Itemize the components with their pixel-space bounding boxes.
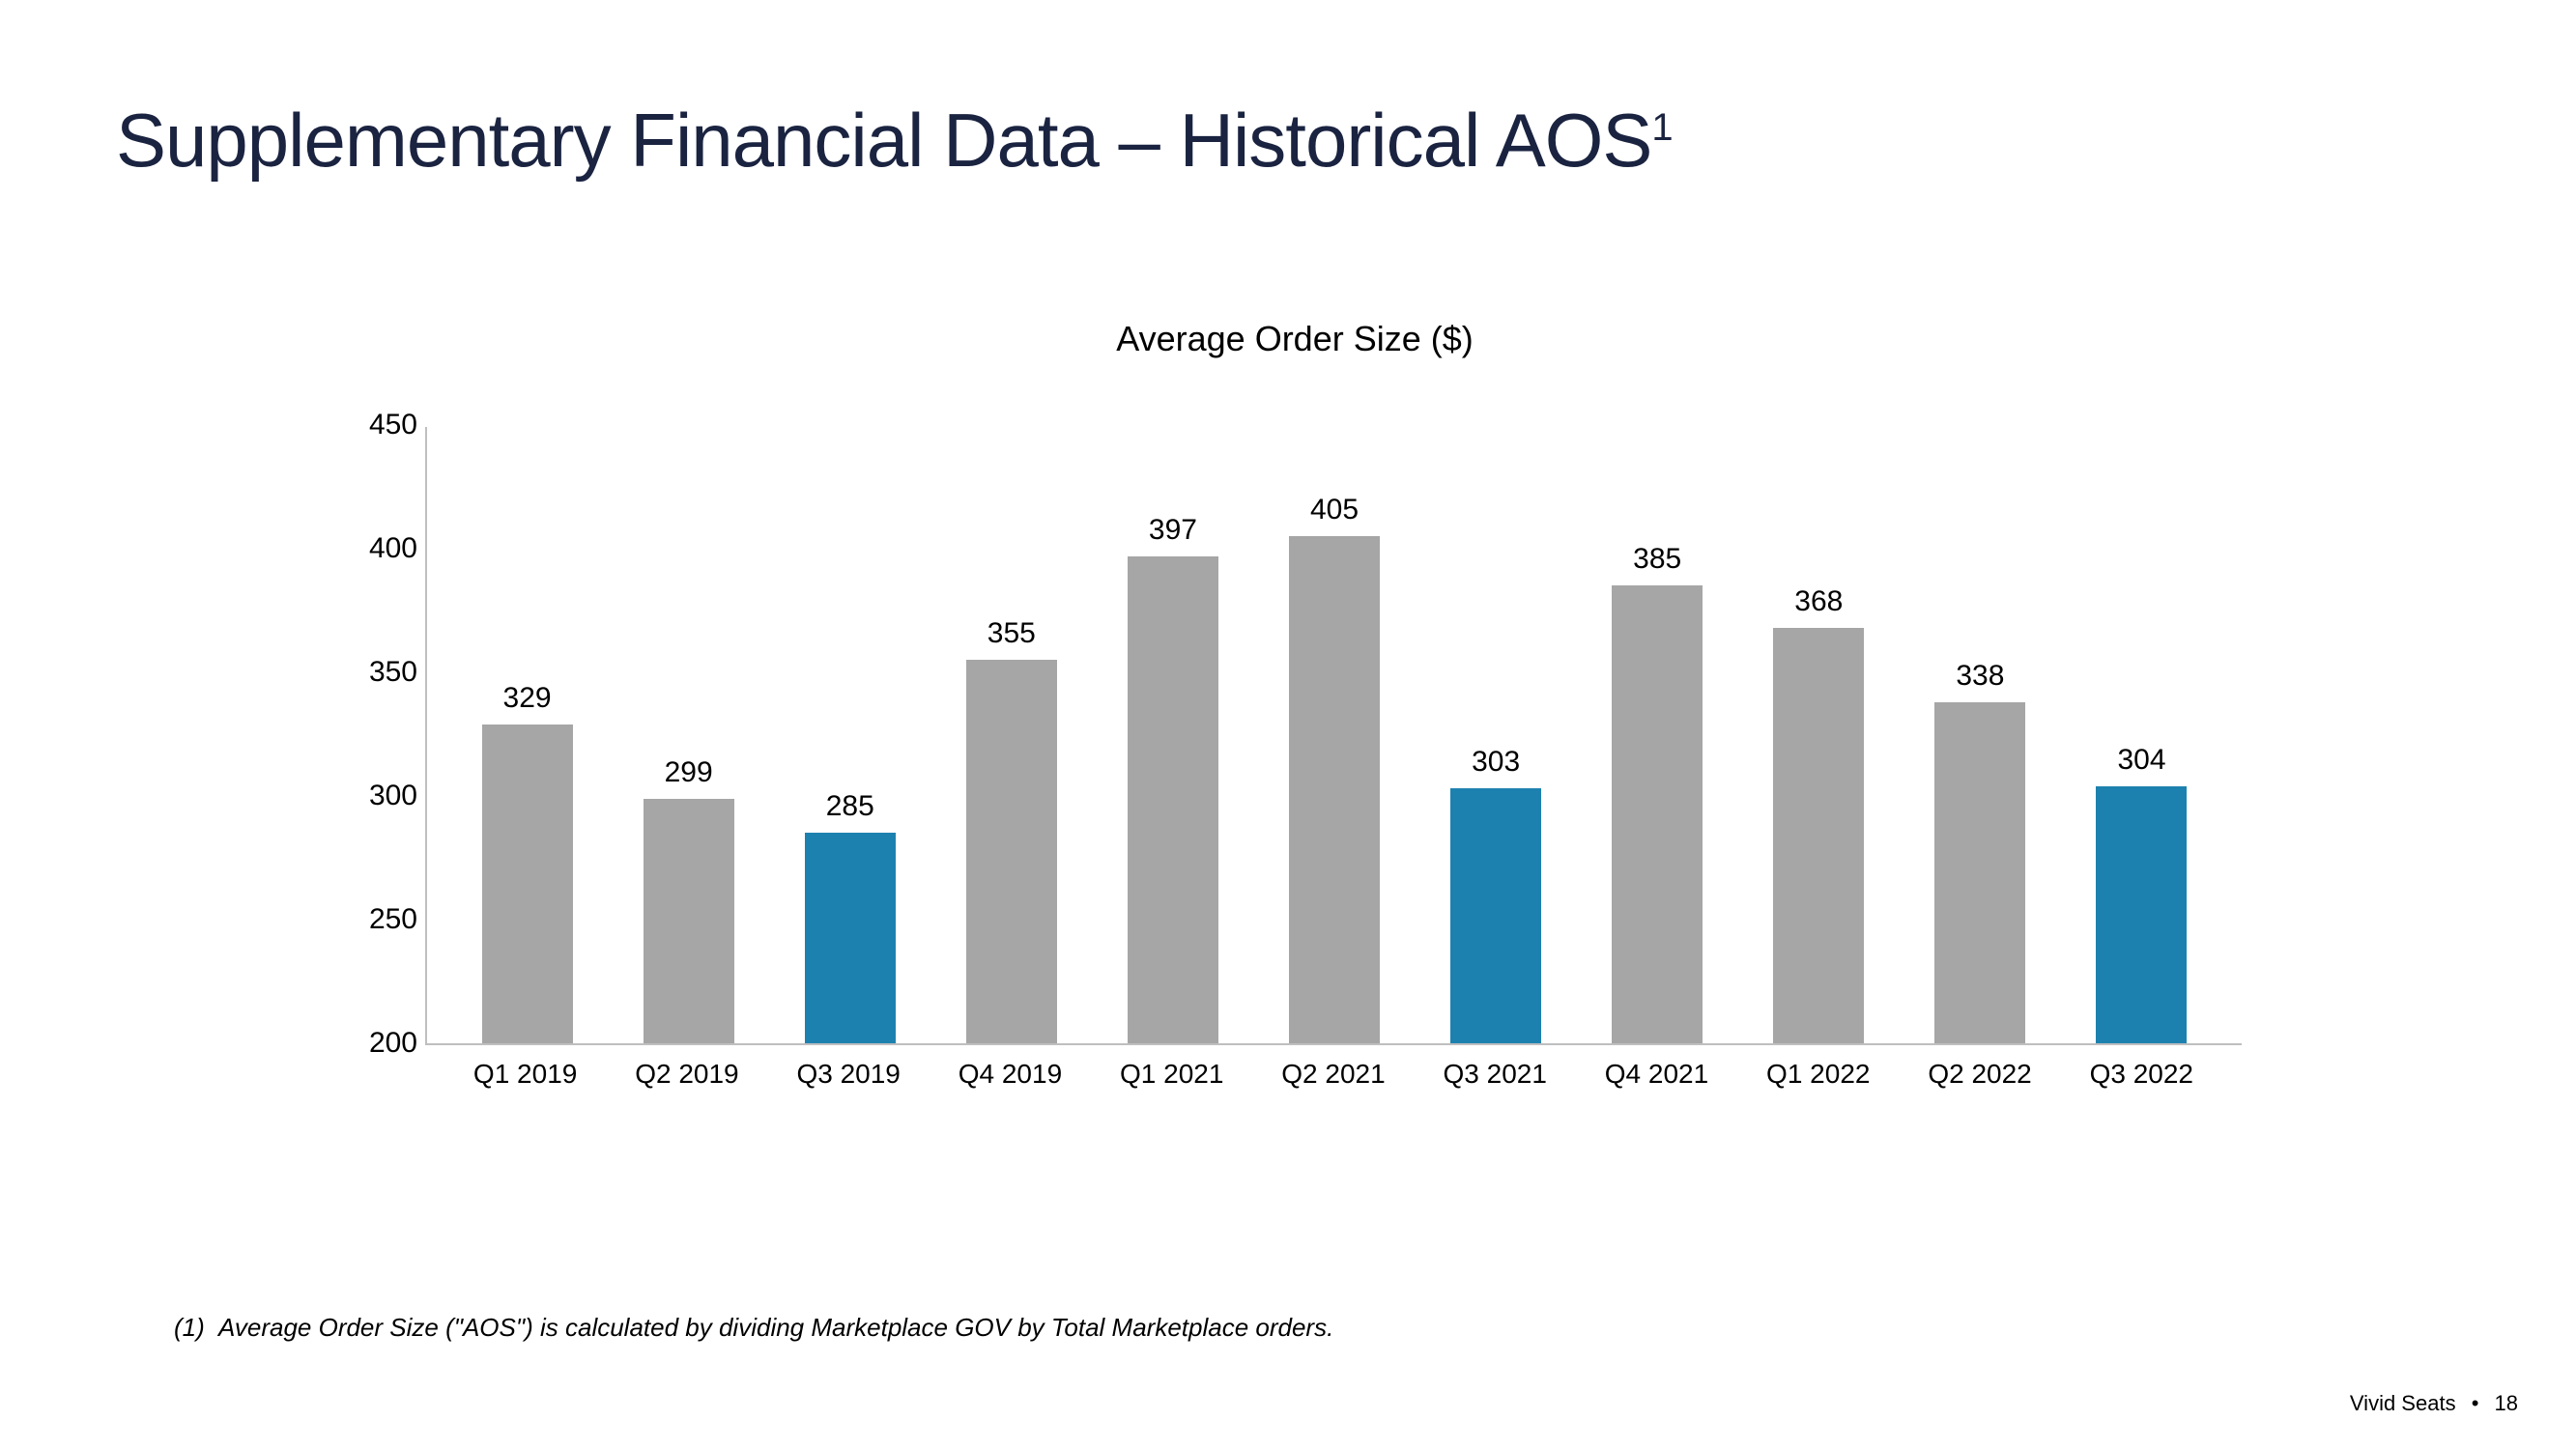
chart-x-tick-label: Q3 2021 — [1415, 1059, 1576, 1090]
chart-x-tick-label: Q4 2019 — [930, 1059, 1091, 1090]
chart-bar-slot: 303 — [1416, 746, 1577, 1043]
chart-bar-slot: 355 — [930, 617, 1092, 1043]
chart-bar-slot: 329 — [446, 682, 608, 1043]
chart-y-tick: 250 — [340, 903, 417, 936]
chart-x-tick-label: Q1 2019 — [444, 1059, 606, 1090]
chart-bar-value-label: 405 — [1310, 494, 1359, 526]
chart-bar — [966, 660, 1057, 1043]
chart-x-tick-label: Q3 2019 — [768, 1059, 930, 1090]
chart-bar-value-label: 329 — [503, 682, 552, 715]
chart-bar-value-label: 338 — [1956, 660, 2004, 693]
chart-bar-value-label: 385 — [1633, 543, 1681, 576]
chart-bar-slot: 385 — [1577, 543, 1738, 1043]
chart-bar — [1934, 702, 2025, 1043]
footnote-text: Average Order Size ("AOS") is calculated… — [218, 1313, 1333, 1342]
chart-title: Average Order Size ($) — [348, 319, 2242, 359]
chart-x-tick-label: Q2 2022 — [1899, 1059, 2060, 1090]
footnote-marker: (1) — [174, 1313, 218, 1343]
chart-x-tick-label: Q1 2022 — [1737, 1059, 1899, 1090]
chart-bars: 329 299 285 355 397 405 303 385 368 338 304 — [427, 427, 2242, 1043]
slide: Supplementary Financial Data – Historica… — [0, 0, 2576, 1449]
title-text: Supplementary Financial Data – Historica… — [116, 98, 1651, 183]
title-superscript: 1 — [1651, 106, 1672, 149]
aos-chart: Average Order Size ($) 329 299 285 355 397 40… — [348, 319, 2242, 1090]
chart-bar-value-label: 303 — [1472, 746, 1520, 779]
chart-bar-slot: 397 — [1092, 514, 1253, 1043]
chart-bar-slot: 338 — [1900, 660, 2061, 1043]
chart-x-tick-label: Q1 2021 — [1091, 1059, 1252, 1090]
chart-y-tick: 450 — [340, 409, 417, 441]
chart-y-tick: 350 — [340, 656, 417, 689]
chart-bar — [1450, 788, 1541, 1043]
chart-x-labels: Q1 2019Q2 2019Q3 2019Q4 2019Q1 2021Q2 20… — [425, 1045, 2242, 1090]
chart-bar-slot: 285 — [769, 790, 930, 1043]
chart-bar-slot: 299 — [608, 756, 769, 1043]
chart-bar-value-label: 285 — [826, 790, 874, 823]
chart-bar-slot: 304 — [2061, 744, 2222, 1043]
chart-bar — [1128, 556, 1218, 1043]
footer-separator: • — [2472, 1391, 2479, 1415]
chart-bar — [482, 724, 573, 1043]
footer-page: 18 — [2495, 1391, 2518, 1415]
chart-y-tick: 200 — [340, 1027, 417, 1060]
chart-bar-value-label: 304 — [2117, 744, 2165, 777]
page-title: Supplementary Financial Data – Historica… — [116, 97, 2460, 185]
chart-bar-slot: 368 — [1738, 585, 1900, 1043]
chart-x-tick-label: Q2 2021 — [1252, 1059, 1414, 1090]
footnote: (1)Average Order Size ("AOS") is calcula… — [174, 1313, 1333, 1343]
footer: Vivid Seats • 18 — [2350, 1391, 2518, 1416]
chart-bar — [1773, 628, 1864, 1043]
chart-bar — [1612, 585, 1703, 1043]
chart-bar-value-label: 397 — [1149, 514, 1197, 547]
chart-bar — [2096, 786, 2187, 1043]
chart-bar-value-label: 355 — [987, 617, 1036, 650]
footer-brand: Vivid Seats — [2350, 1391, 2456, 1415]
chart-bar-slot: 405 — [1253, 494, 1415, 1043]
chart-plot-area: 329299285355397405303385368338304 200250… — [425, 427, 2242, 1045]
chart-bar — [805, 833, 896, 1043]
chart-x-tick-label: Q2 2019 — [606, 1059, 767, 1090]
chart-bar-value-label: 368 — [1794, 585, 1843, 618]
chart-bar — [1289, 536, 1380, 1043]
chart-bar-value-label: 299 — [665, 756, 713, 789]
chart-y-tick: 400 — [340, 532, 417, 565]
chart-y-tick: 300 — [340, 780, 417, 812]
chart-x-tick-label: Q4 2021 — [1576, 1059, 1737, 1090]
chart-bar — [644, 799, 734, 1043]
chart-x-tick-label: Q3 2022 — [2061, 1059, 2222, 1090]
